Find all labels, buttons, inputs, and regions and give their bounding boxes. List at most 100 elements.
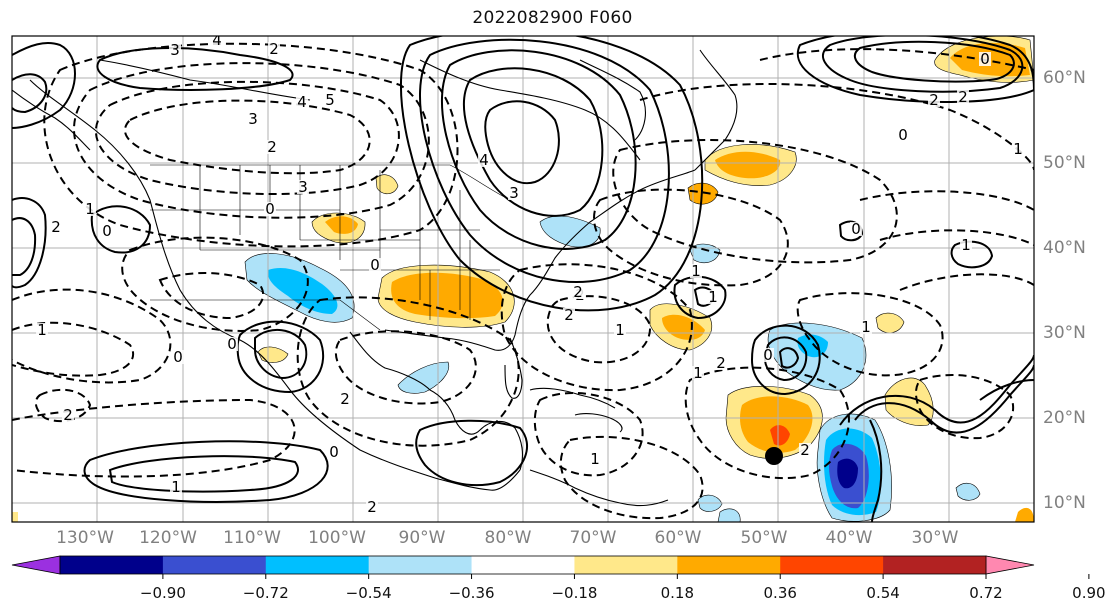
colorbar-segment [574,556,678,574]
contour-label-bg [614,323,626,337]
contour-label-bg [36,323,48,337]
contour-label: 3 [170,41,180,59]
contour-label-bg [339,392,351,406]
contour-label: 2 [929,91,939,109]
contour-label: 0 [980,50,990,68]
contour-label: 1 [37,321,47,339]
latitude-label: 40°N [1043,238,1086,258]
contour-label-bg [957,90,969,104]
contour-label: 2 [340,390,350,408]
colorbar-segment [780,556,884,574]
contour-label: 1 [961,236,971,254]
contour-label-bg [762,348,774,362]
contour-label-bg [296,95,308,109]
colorbar-tick-label: 0.18 [660,584,695,602]
contour-label: 0 [763,346,773,364]
contour-label: 0 [898,126,908,144]
contour-label-bg [84,202,96,216]
longitude-label: 30°W [911,528,959,548]
storm-position-marker [765,447,783,465]
contour-label-bg [62,408,74,422]
contour-label-bg [268,42,280,56]
colorbar-tick-label: 0.90 [1072,584,1105,602]
contour-label: 0 [227,335,237,353]
contour-label-bg [369,258,381,272]
negative-anomaly-patch [397,361,450,394]
contour-label: 5 [325,91,335,109]
contour-label: 1 [615,321,625,339]
positive-anomaly-patch [687,182,719,205]
longitude-label: 100°W [308,528,366,548]
contour-label-bg [211,36,223,47]
contour-label-bg [170,480,182,494]
contour-label-bg [690,264,702,278]
contour-label: 3 [509,184,519,202]
shaded-anomalies [12,36,1034,522]
latitude-label: 50°N [1043,153,1086,173]
contour-label: 4 [212,31,222,49]
positive-contours [12,36,1034,522]
contour-label-bg [589,452,601,466]
contour-label: 0 [265,200,275,218]
contour-label: 0 [851,220,861,238]
map-title: 2022082900 F060 [472,8,633,28]
longitude-label: 80°W [484,528,532,548]
colorbar-segment [162,556,267,574]
contour-label: 3 [298,178,308,196]
colorbar-tick-label: 0.72 [969,584,1003,602]
positive-anomaly-patch [662,314,705,340]
contour-label: 2 [958,88,968,106]
map-frame [11,35,1035,523]
contour-label: 2 [564,306,574,324]
contour-label-bg [1012,142,1024,156]
positive-anomaly-patch [12,512,18,522]
longitude-label: 70°W [569,528,617,548]
longitude-label: 40°W [825,528,873,548]
contour-label: 2 [267,138,277,156]
colorbar-tick-label: −0.72 [242,584,289,602]
contour-label: 1 [590,450,600,468]
positive-anomaly-patch [770,425,790,446]
latitude-label: 60°N [1043,68,1086,88]
positive-anomaly-patch [391,272,503,319]
colorbar-extend-high [985,555,1035,575]
negative-anomaly-patch [717,508,741,522]
colorbar-tick-label: −0.36 [448,584,495,602]
coastlines [12,49,738,507]
colorbar-extend-low [11,555,61,575]
contour-label-bg [50,220,62,234]
colorbar-tick-label: −0.90 [139,584,186,602]
contour-label-bg [799,443,811,457]
contour-label-bg [860,320,872,334]
contour-label: 1 [693,364,703,382]
contour-label: 1 [171,478,181,496]
contour-label-bg [960,238,972,252]
positive-anomaly-patch [375,174,399,195]
contour-label: 2 [800,441,810,459]
latitude-label: 10°N [1043,493,1086,513]
negative-anomaly-patch [837,458,858,489]
negative-anomaly-patch [267,267,338,314]
colorbar [11,555,1090,579]
longitude-label: 60°W [654,528,702,548]
contour-label: 1 [691,262,701,280]
negative-anomaly-patch [689,243,721,263]
contour-label: 1 [861,318,871,336]
negative-anomaly-patch [955,482,981,501]
colorbar-segment [265,556,370,574]
positive-anomaly-patch [325,216,358,234]
contour-label: 0 [370,256,380,274]
colorbar-segment [677,556,781,574]
contour-label-bg [324,93,336,107]
contour-label-bg [478,153,490,167]
contour-label-bg [266,140,278,154]
positive-anomaly-patch [875,312,905,334]
contour-label-bg [172,350,184,364]
latitude-label: 20°N [1043,408,1086,428]
positive-anomaly-patch [715,151,781,179]
colorbar-tick-label: 0.54 [866,584,900,602]
colorbar-tick-label: 0.36 [763,584,797,602]
contour-label-bg [897,128,909,142]
colorbar-segment [471,556,575,574]
longitude-label: 130°W [56,528,114,548]
